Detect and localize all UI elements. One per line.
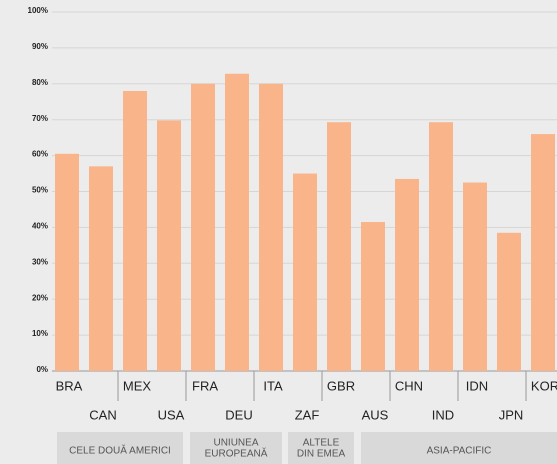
x-tick-label: USA [158, 407, 185, 422]
y-tick-label: 80% [32, 78, 48, 87]
x-tick-label: BRA [56, 378, 83, 393]
bar [293, 173, 317, 371]
group-box [288, 432, 354, 464]
group-box [190, 432, 282, 464]
y-tick-label: 70% [32, 114, 48, 123]
x-tick-label: ZAF [295, 407, 320, 422]
group-label: CELE DOUĂ AMERICI [69, 444, 171, 457]
y-tick-label: 10% [32, 329, 48, 338]
bar [259, 83, 283, 372]
bar [531, 134, 555, 371]
x-tick-label: GBR [327, 378, 355, 393]
bar [55, 153, 79, 371]
y-tick-label: 30% [32, 257, 48, 266]
x-tick-label: AUS [362, 407, 389, 422]
bar [123, 90, 147, 371]
group-box [361, 432, 557, 464]
y-tick-label: 40% [32, 222, 48, 231]
y-tick-label: 100% [28, 6, 48, 15]
y-tick-label: 0% [36, 365, 48, 374]
x-tick-label: IDN [466, 378, 488, 393]
x-tick-label: KOR [531, 378, 557, 393]
x-tick-label: MEX [123, 378, 152, 393]
bar [157, 120, 181, 371]
group-box [57, 432, 183, 464]
group-label: ALTELE [303, 438, 340, 449]
bar [191, 83, 215, 372]
y-tick-label: 20% [32, 293, 48, 302]
bar [395, 178, 419, 371]
x-tick-label: CHN [395, 378, 423, 393]
y-tick-label: 60% [32, 150, 48, 159]
group-label: ASIA-PACIFIC [427, 446, 492, 457]
bar [429, 122, 453, 371]
group-label: EUROPEANĂ [205, 447, 268, 460]
x-tick-label: DEU [225, 407, 252, 422]
x-tick-label: ITA [263, 378, 283, 393]
bar [327, 122, 351, 371]
x-tick-label: JPN [499, 407, 524, 422]
y-tick-label: 90% [32, 42, 48, 51]
bar [361, 222, 385, 371]
bar [89, 166, 113, 371]
group-label: UNIUNEA [213, 438, 258, 449]
y-tick-label: 50% [32, 186, 48, 195]
x-tick-label: CAN [89, 407, 116, 422]
bar [225, 73, 249, 372]
bar [463, 182, 487, 371]
group-label: DIN EMEA [297, 449, 346, 460]
x-tick-label: FRA [192, 378, 218, 393]
x-tick-label: IND [432, 407, 454, 422]
bar [497, 232, 521, 371]
